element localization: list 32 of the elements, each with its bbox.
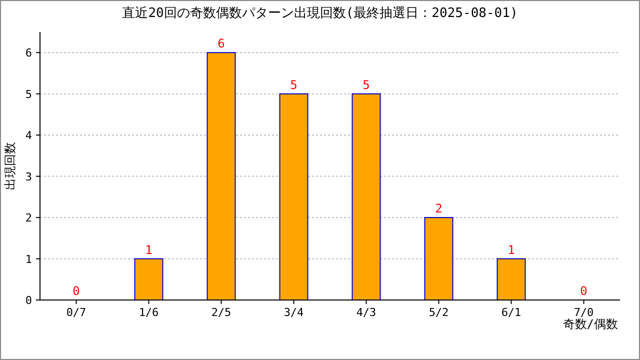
- data-label: 1: [145, 242, 152, 257]
- x-axis-title: 奇数/偶数: [562, 317, 618, 331]
- bar: [134, 258, 164, 300]
- x-tick-label: 5/2: [428, 306, 449, 319]
- data-label: 5: [362, 78, 370, 92]
- y-tick-label: 1: [25, 252, 32, 266]
- data-label: 5: [290, 78, 298, 92]
- x-tick-label: 7/0: [574, 306, 594, 319]
- chart-title: 直近20回の奇数偶数パターン出現回数(最終抽選日：2025-08-01): [122, 6, 518, 21]
- x-tick-label: 1/6: [138, 306, 159, 319]
- data-label: 0: [72, 284, 80, 298]
- data-label: 2: [435, 202, 442, 216]
- y-tick-label: 5: [25, 88, 32, 101]
- x-tick-label: 4/3: [356, 306, 376, 319]
- data-label: 1: [508, 242, 515, 257]
- y-tick-label: 3: [25, 170, 32, 184]
- y-tick-label: 2: [25, 212, 32, 225]
- y-tick-label: 6: [25, 46, 32, 60]
- bar: [206, 52, 236, 300]
- data-label: 0: [580, 284, 588, 298]
- y-tick-label: 4: [25, 129, 32, 142]
- y-tick-label: 0: [25, 294, 32, 307]
- x-tick-label: 6/1: [501, 306, 522, 319]
- x-tick-label: 0/7: [66, 306, 86, 319]
- bar: [352, 93, 381, 300]
- x-tick-label: 3/4: [284, 306, 304, 319]
- bar: [424, 217, 454, 300]
- y-axis-title: 出現回数: [3, 142, 17, 190]
- x-tick-label: 2/5: [211, 306, 232, 319]
- data-label: 6: [218, 36, 225, 51]
- bar: [279, 93, 308, 300]
- bar: [496, 258, 526, 300]
